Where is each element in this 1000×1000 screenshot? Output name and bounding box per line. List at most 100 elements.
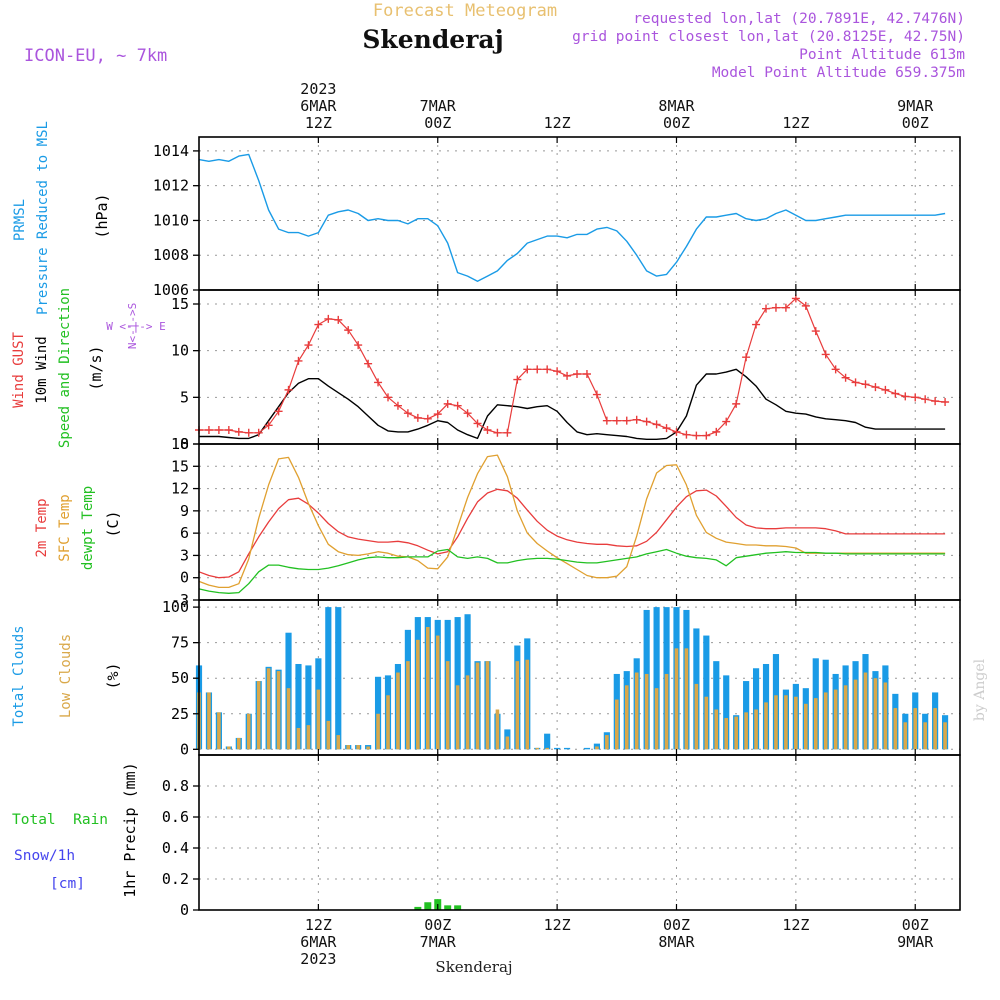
wind-gust-point — [841, 373, 850, 382]
time-label-bottom: 2023 — [300, 950, 336, 968]
cloud-low-bar — [843, 685, 848, 750]
chart-marks — [195, 153, 950, 910]
precip-rain-label: Total Rain — [12, 812, 108, 828]
wind-gust-point — [781, 303, 790, 312]
y-tick-label: 0 — [180, 569, 189, 587]
footer-station: Skenderaj — [435, 958, 512, 976]
cloud-total-bar — [723, 675, 730, 750]
cloud-low-bar — [754, 709, 758, 750]
panel-frame-temperature — [198, 443, 961, 601]
cloud-low-bar — [833, 689, 838, 750]
cloud-low-bar — [704, 696, 709, 750]
cloud-low-bar — [813, 698, 818, 750]
wind-gust-point — [503, 428, 512, 437]
precip-rain-bar — [454, 905, 462, 910]
cloud-low-bar — [495, 709, 500, 750]
temp-labels: 2m Temp SFC Temp dewpt Temp (C) — [34, 486, 122, 570]
cloud-low-bar — [227, 746, 231, 750]
wind-compass-we: W <-|-> E — [106, 320, 166, 333]
wind-gust-point — [911, 393, 920, 402]
time-label-top: 12Z — [782, 114, 809, 132]
cloud-low-bar — [406, 661, 410, 750]
temp-sfc-label: SFC Temp — [57, 494, 73, 561]
precip-snow-label: Snow/1h — [14, 848, 75, 864]
time-label-bottom: 00Z — [424, 916, 451, 934]
wind-gust-point — [473, 419, 482, 428]
cloud-low-bar — [396, 672, 400, 750]
wind-compass-ns: N<-|->S — [126, 303, 139, 349]
time-label-bottom: 7MAR — [420, 933, 457, 951]
wind-labels: Wind GUST 10m Wind Speed and Direction (… — [11, 288, 166, 448]
cloud-total-bar — [454, 617, 461, 750]
wind-gust-point — [344, 326, 353, 335]
cloud-low-bar — [276, 671, 281, 750]
wind-gust-point — [712, 427, 721, 436]
wind-gust-point — [204, 426, 213, 434]
wind-gust-point — [702, 431, 711, 440]
wind-gust-point — [582, 370, 591, 378]
wind-gust-point — [632, 415, 641, 424]
wind-gust-point — [871, 383, 880, 392]
cloud-low-bar — [853, 679, 858, 750]
y-tick-label: 100 — [162, 598, 189, 616]
cloud-low-bar — [475, 662, 480, 750]
cloud-labels: Total Clouds Low Clouds (%) — [11, 625, 122, 726]
cloud-low-bar — [784, 695, 788, 750]
wind-gust-point — [513, 375, 522, 384]
time-label-top: 00Z — [424, 114, 451, 132]
model-altitude: Model Point Altitude 659.375m — [712, 65, 965, 81]
time-label-bottom: 00Z — [663, 916, 690, 934]
axis-ticks: 10061008101010121014051015-3036912151802… — [153, 137, 916, 919]
y-tick-label: 1014 — [153, 142, 189, 160]
cloud-low-bar — [366, 746, 370, 750]
cloud-total-bar — [653, 607, 660, 750]
cloud-low-bar — [624, 685, 629, 750]
time-label-top: 9MAR — [897, 97, 934, 115]
pressure-label-long: Pressure Reduced to MSL — [35, 121, 51, 315]
y-tick-label: 15 — [171, 457, 189, 475]
wind-gust-point — [294, 356, 303, 365]
cloud-low-bar — [804, 703, 808, 750]
wind-gust-point — [523, 365, 532, 374]
cloud-total-bar — [295, 663, 302, 750]
wind-gust-point — [354, 341, 363, 350]
cloud-low-bar — [485, 661, 490, 750]
cloud-total-bar — [335, 607, 342, 750]
cloud-low-bar — [943, 722, 947, 750]
y-tick-label: 12 — [171, 480, 189, 498]
cloud-low-bar — [207, 692, 211, 750]
y-tick-label: 18 — [171, 435, 189, 453]
cloud-low-bar — [744, 712, 748, 750]
wind-gust-point — [493, 428, 502, 437]
cloud-low-bar — [246, 713, 251, 750]
temp-2m-line — [198, 488, 946, 579]
wind-gust-point — [592, 390, 601, 399]
wind-gust-point — [413, 413, 422, 422]
wind-unit: (m/s) — [87, 345, 105, 390]
cloud-low-bar — [505, 736, 510, 750]
cloud-low-bar — [256, 681, 261, 750]
cloud-low-bar — [654, 688, 659, 750]
time-label-bottom: 8MAR — [658, 933, 695, 951]
wind-gust-point — [264, 421, 273, 430]
cloud-low-bar — [435, 635, 440, 750]
y-tick-label: 1010 — [153, 211, 189, 229]
wind-gust-point — [921, 395, 930, 404]
y-tick-label: 0.2 — [162, 870, 189, 888]
wind-gust-point — [384, 393, 393, 402]
cloud-low-bar — [794, 696, 798, 750]
wind-gust-point — [393, 401, 402, 410]
wind-gust-point — [214, 426, 223, 434]
wind-gust-point — [771, 303, 780, 312]
model-label: ICON-EU, ~ 7km — [24, 46, 167, 66]
cloud-low-bar — [883, 682, 888, 750]
precip-axis-label: 1hr Precip (mm) — [121, 762, 139, 897]
pressure-line — [198, 153, 946, 282]
y-tick-label: 0 — [180, 740, 189, 758]
time-label-bottom: 12Z — [305, 916, 332, 934]
wind-gust-point — [891, 389, 900, 398]
wind-gust-point — [304, 341, 313, 350]
cloud-low-bar — [684, 648, 689, 750]
